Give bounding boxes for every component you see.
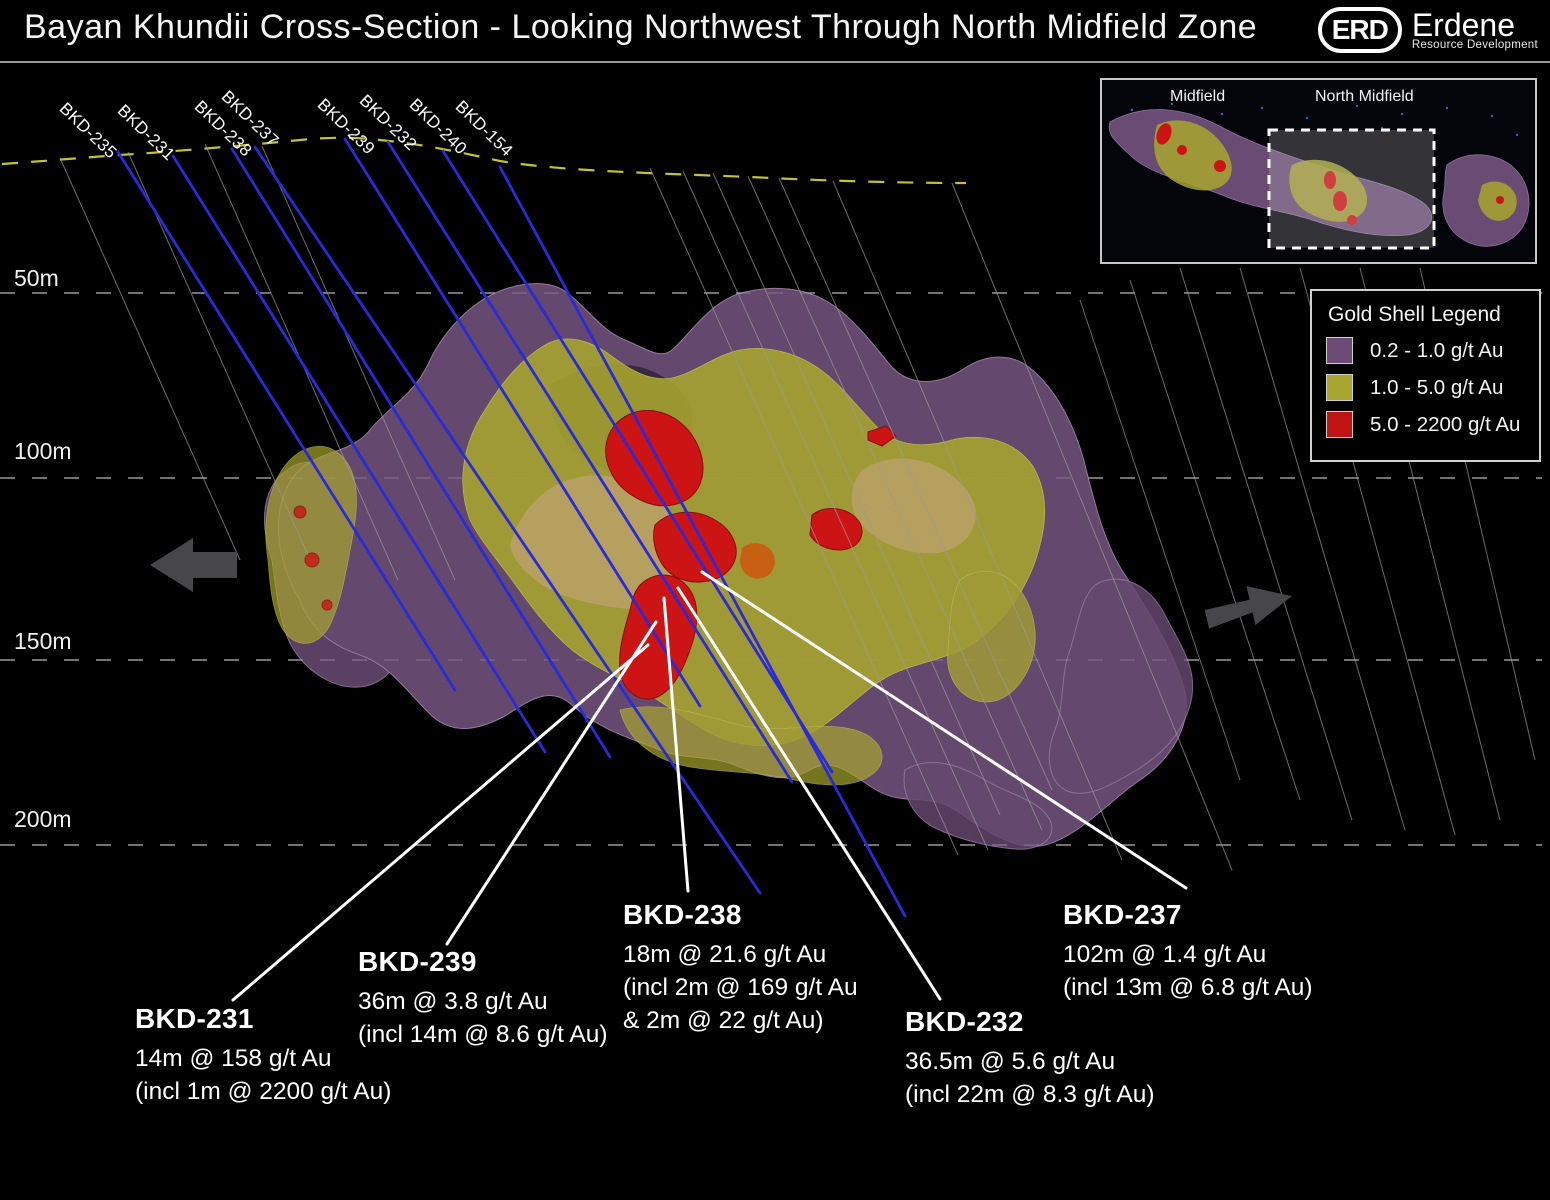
annotation-intercept: 102m @ 1.4 g/t Au xyxy=(1063,941,1267,968)
annotation-intercept: (incl 13m @ 6.8 g/t Au) xyxy=(1063,974,1313,1001)
annotation-hole-name: BKD-239 xyxy=(358,946,477,977)
legend-item-mid-grade: 1.0 - 5.0 g/t Au xyxy=(1326,374,1525,401)
gold-shells xyxy=(264,283,1194,850)
annotation-intercept: 18m @ 21.6 g/t Au xyxy=(623,941,827,968)
inset-label-north-midfield: North Midfield xyxy=(1315,88,1414,105)
annotation-hole-name: BKD-238 xyxy=(623,899,742,930)
annotation-intercept: (incl 14m @ 8.6 g/t Au) xyxy=(358,1021,608,1048)
annotation-intercept: & 2m @ 22 g/t Au) xyxy=(623,1007,824,1034)
legend-swatch-high-grade xyxy=(1326,411,1353,438)
legend-label-high-grade: 5.0 - 2200 g/t Au xyxy=(1370,412,1521,436)
annotation-BKD-231: BKD-231 14m @ 158 g/t Au (incl 1m @ 2200… xyxy=(135,1003,391,1108)
annotation-hole-name: BKD-231 xyxy=(135,1003,254,1034)
depth-label-50m: 50m xyxy=(14,265,59,291)
inset-shell-mid xyxy=(1154,120,1517,222)
legend-swatch-mid-grade xyxy=(1326,374,1353,401)
leader-BKD-239 xyxy=(445,620,658,946)
red-blob-upper xyxy=(605,409,704,507)
left-arrow-icon xyxy=(150,538,237,592)
inset-label-midfield: Midfield xyxy=(1170,88,1226,105)
red-speck-2 xyxy=(304,552,320,568)
logo-tagline: Resource Development xyxy=(1411,39,1538,51)
trace-BKD-238 xyxy=(230,147,612,759)
gold-shell-legend: Gold Shell Legend 0.2 - 1.0 g/t Au 1.0 -… xyxy=(1310,289,1541,462)
annotation-BKD-237: BKD-237 102m @ 1.4 g/t Au (incl 13m @ 6.… xyxy=(1063,899,1313,1004)
red-blob-small-upper-right xyxy=(867,425,897,447)
trace-BKD-235 xyxy=(116,150,457,692)
inset-map-graphic xyxy=(1108,102,1530,250)
leader-BKD-237 xyxy=(700,570,1188,890)
legend-swatch-low-grade xyxy=(1326,337,1353,364)
tan-patch-right xyxy=(851,458,976,554)
depth-label-150m: 150m xyxy=(14,628,72,654)
shell-low-right-fragment xyxy=(1048,578,1194,794)
trace-BKD-154 xyxy=(498,165,907,918)
annotation-intercept: 14m @ 158 g/t Au xyxy=(135,1045,332,1072)
annotation-hole-name: BKD-237 xyxy=(1063,899,1182,930)
inset-section-box xyxy=(1267,128,1436,250)
annotation-intercept: (incl 2m @ 169 g/t Au xyxy=(623,974,858,1001)
annotation-BKD-232: BKD-232 36.5m @ 5.6 g/t Au (incl 22m @ 8… xyxy=(905,1006,1155,1111)
red-speck-1 xyxy=(293,505,307,519)
legend-label-mid-grade: 1.0 - 5.0 g/t Au xyxy=(1370,375,1504,399)
shell-mid-bottom-band xyxy=(619,706,883,786)
trace-BKD-237 xyxy=(253,145,762,895)
legend-item-high-grade: 5.0 - 2200 g/t Au xyxy=(1326,411,1525,438)
annotation-intercept: 36.5m @ 5.6 g/t Au xyxy=(905,1048,1116,1075)
trace-BKD-232 xyxy=(386,140,794,784)
annotation-intercept: (incl 22m @ 8.3 g/t Au) xyxy=(905,1081,1155,1108)
depth-label-100m: 100m xyxy=(14,438,72,464)
logo-company-name: Erdene xyxy=(1411,7,1516,43)
legend-title: Gold Shell Legend xyxy=(1328,303,1501,326)
erdene-logo: ERD Erdene Resource Development xyxy=(1317,7,1538,53)
annotation-intercept: 36m @ 3.8 g/t Au xyxy=(358,988,548,1015)
annotation-BKD-239: BKD-239 36m @ 3.8 g/t Au (incl 14m @ 8.6… xyxy=(358,946,608,1051)
red-speck-3 xyxy=(321,599,333,611)
legend-label-low-grade: 0.2 - 1.0 g/t Au xyxy=(1370,338,1504,362)
title-divider xyxy=(0,61,1550,63)
page-title: Bayan Khundii Cross-Section - Looking No… xyxy=(24,8,1258,46)
annotation-intercept: (incl 1m @ 2200 g/t Au) xyxy=(135,1078,392,1105)
leader-BKD-232 xyxy=(676,586,942,1001)
annotation-leader-lines xyxy=(231,570,1188,1002)
trace-BKD-240 xyxy=(441,149,834,774)
annotation-BKD-238: BKD-238 18m @ 21.6 g/t Au (incl 2m @ 169… xyxy=(623,899,858,1037)
leader-BKD-238 xyxy=(662,596,690,893)
legend-item-low-grade: 0.2 - 1.0 g/t Au xyxy=(1326,337,1525,364)
annotation-hole-name: BKD-232 xyxy=(905,1006,1024,1037)
right-arrow-icon xyxy=(1204,586,1292,629)
inset-location-map: Midfield North Midfield xyxy=(1100,78,1537,264)
shell-low-bottom-fragment xyxy=(903,762,1053,850)
trace-BKD-239 xyxy=(343,137,702,708)
orange-blob xyxy=(740,543,775,579)
topography-line xyxy=(1,136,967,185)
leader-BKD-231 xyxy=(231,643,650,1002)
shell-tan-patches xyxy=(510,458,976,609)
inset-shell-high xyxy=(1156,123,1504,225)
tan-patch-center xyxy=(510,475,689,609)
erdene-logo-icon: ERD xyxy=(1317,7,1402,53)
depth-label-200m: 200m xyxy=(14,806,72,832)
trace-BKD-231 xyxy=(171,154,547,754)
drill-traces-labeled xyxy=(116,137,907,918)
